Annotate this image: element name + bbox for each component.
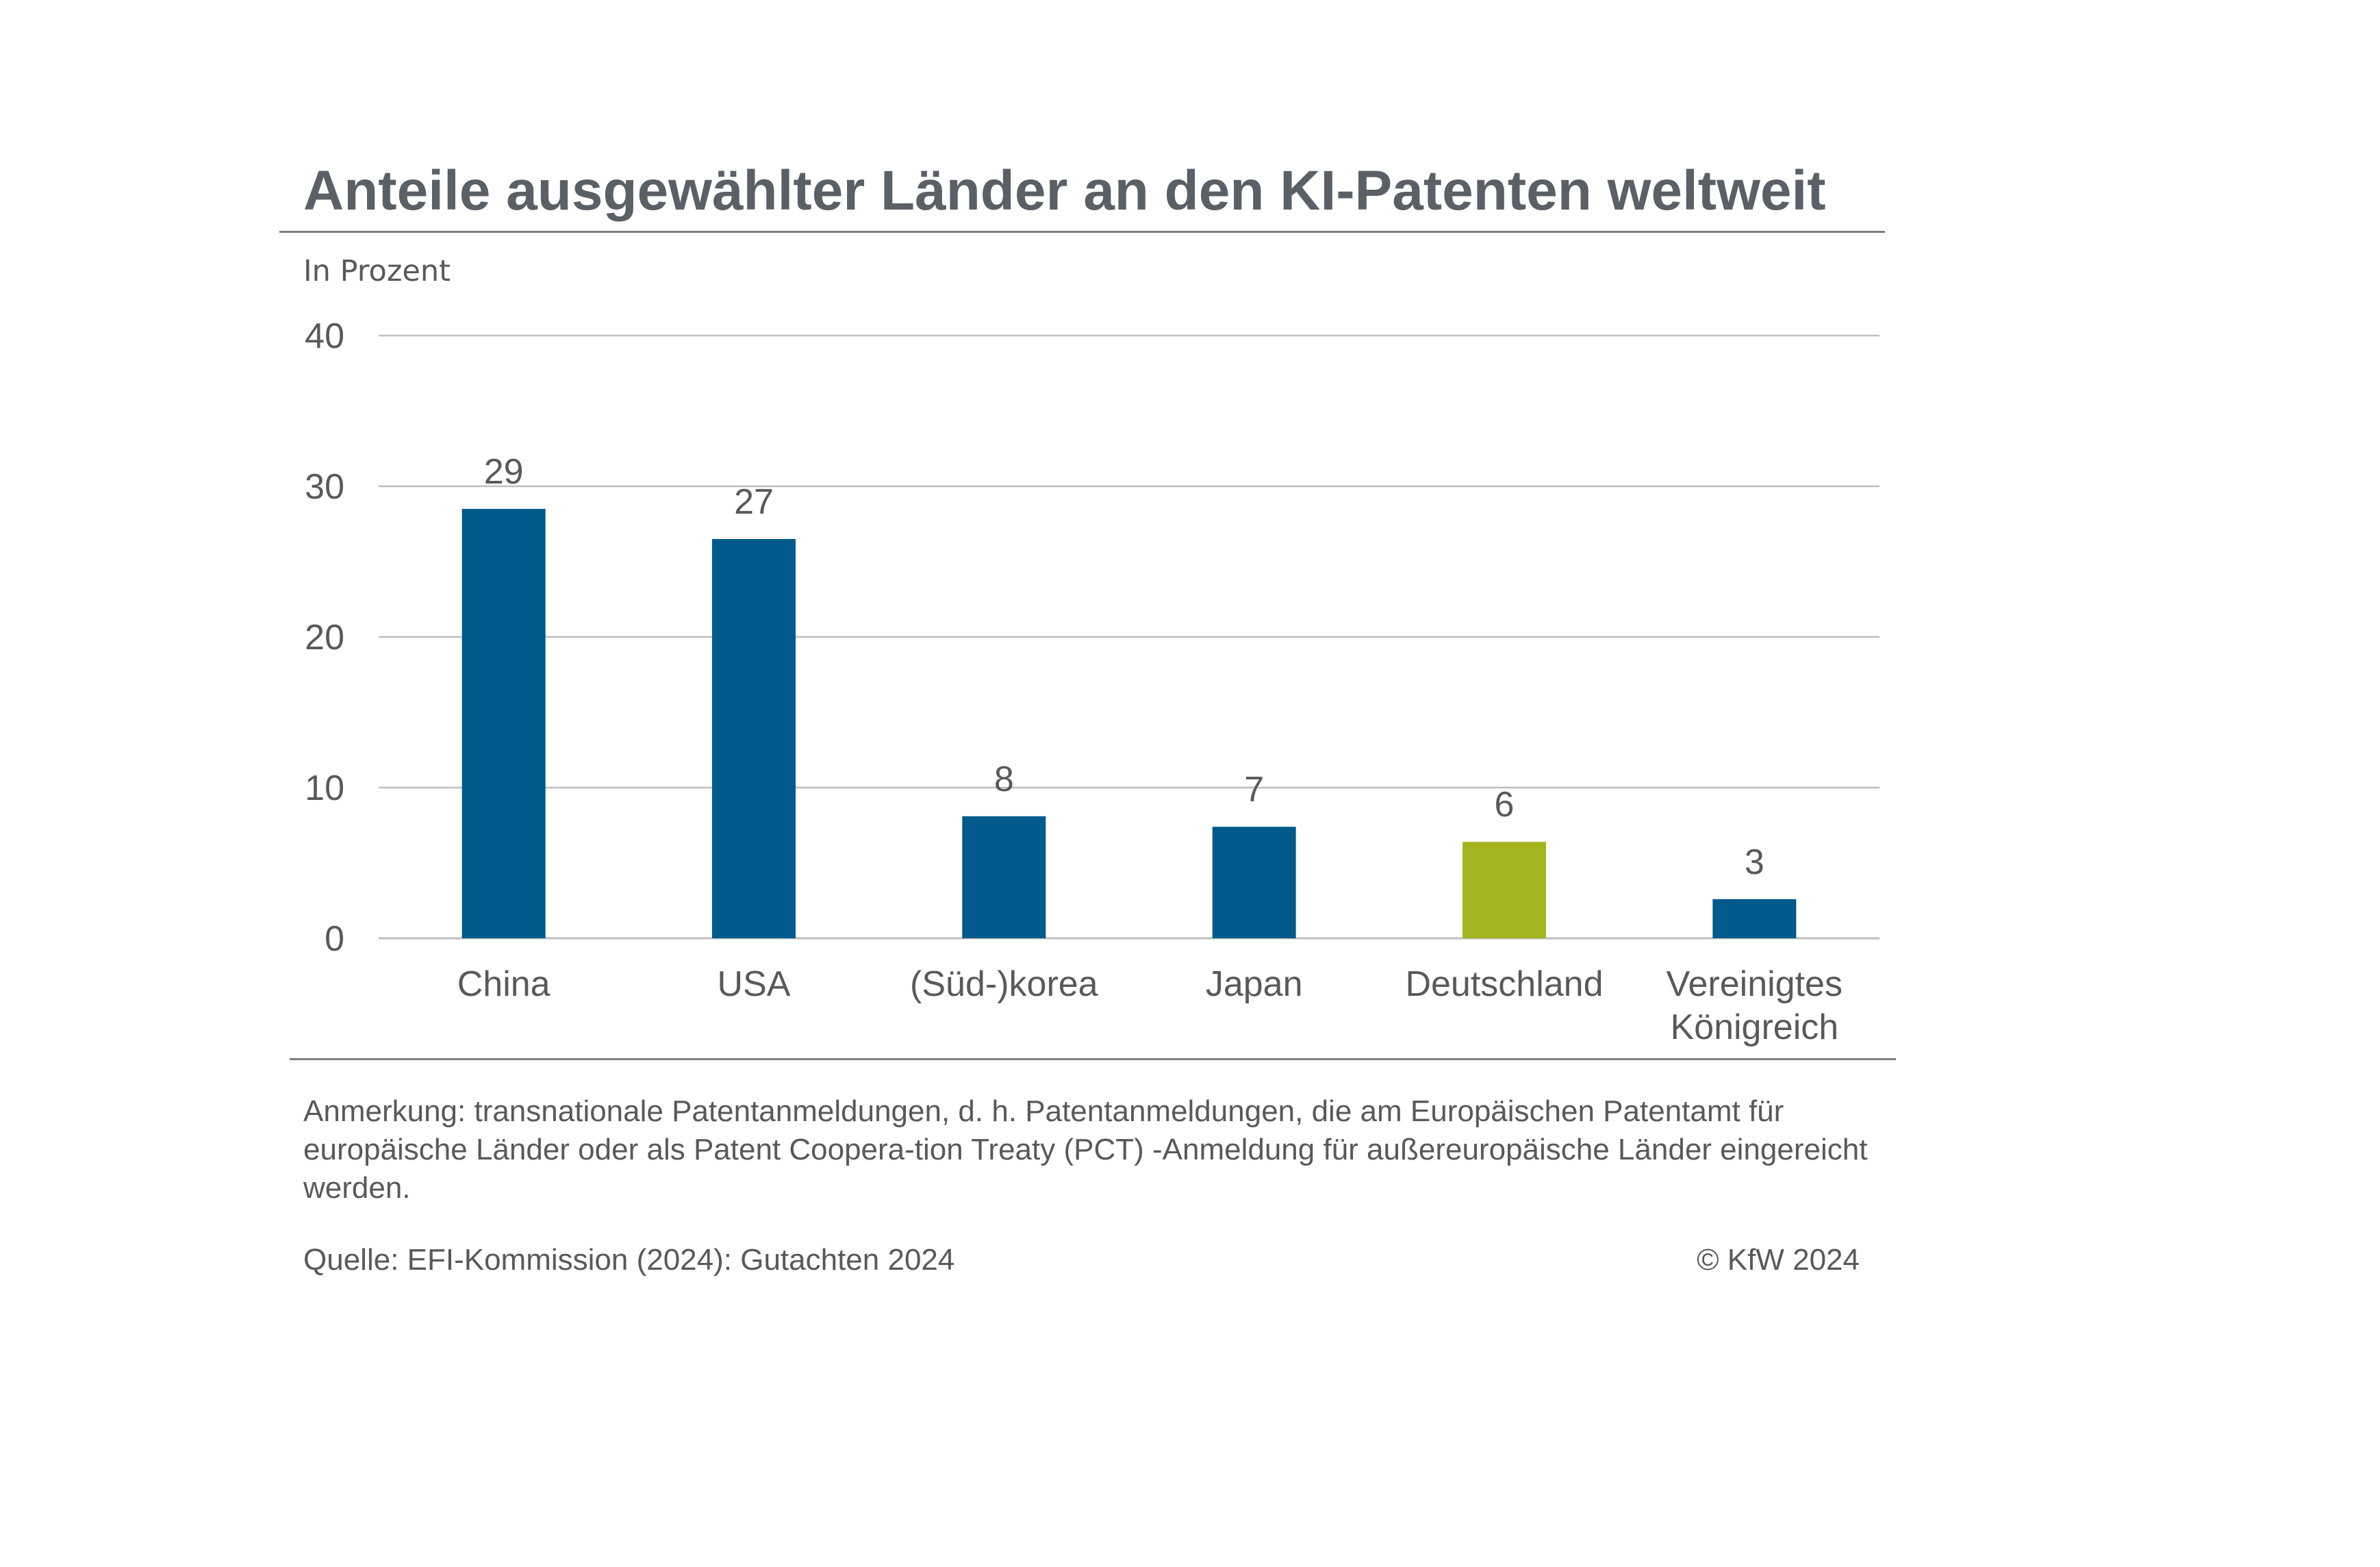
bar xyxy=(461,509,546,938)
copyright-text: © KfW 2024 xyxy=(1697,1243,1860,1277)
y-tick-label: 20 xyxy=(305,618,344,657)
data-label: 3 xyxy=(1745,842,1764,882)
x-tick-label: USA xyxy=(718,964,791,1004)
chart-title: Anteile ausgewählter Länder an den KI-Pa… xyxy=(303,160,1826,222)
data-label: 27 xyxy=(734,482,774,522)
y-tick-label: 30 xyxy=(305,467,344,507)
bar xyxy=(712,539,796,938)
data-label: 7 xyxy=(1244,770,1264,810)
bar xyxy=(1712,899,1797,938)
footnote: Anmerkung: transnationale Patentanmeldun… xyxy=(303,1094,1868,1205)
unit-label: In Prozent xyxy=(303,254,451,288)
y-tick-label: 40 xyxy=(305,316,344,356)
bar-chart: 0 10 20 30 40 29 China 27 USA 8 (Süd-)korea 7 Japan 6… xyxy=(305,316,1879,1047)
data-label: 29 xyxy=(484,452,524,492)
title-rule xyxy=(279,231,1885,233)
source-text: Quelle: EFI-Kommission (2024): Gutachten… xyxy=(303,1243,955,1277)
bar xyxy=(1463,842,1546,938)
bar xyxy=(1212,827,1296,938)
chart-bottom-rule xyxy=(290,1058,1896,1060)
y-tick-label: 0 xyxy=(325,919,344,959)
x-tick-label: Deutschland xyxy=(1405,964,1603,1004)
x-tick-label: Japan xyxy=(1206,964,1303,1004)
y-tick-label: 10 xyxy=(305,768,344,808)
bar xyxy=(962,816,1046,938)
data-label: 8 xyxy=(994,760,1014,799)
x-tick-label: China xyxy=(457,964,550,1004)
x-tick-label: (Süd-)korea xyxy=(910,964,1098,1004)
data-label: 6 xyxy=(1495,785,1515,825)
x-tick-label: Vereinigtes Königreich xyxy=(1667,964,1843,1047)
